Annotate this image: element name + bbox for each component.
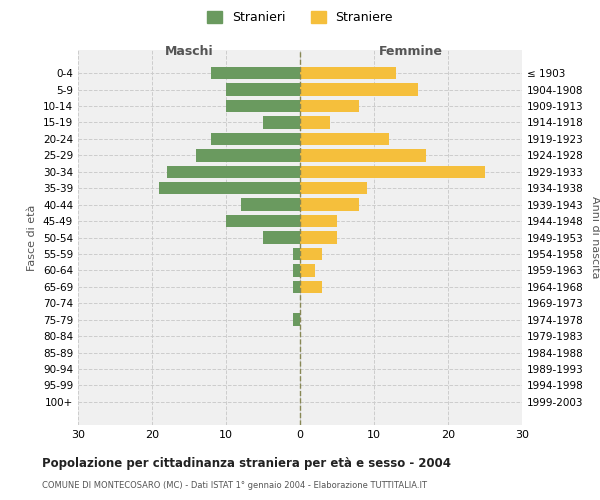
Bar	[300, 116, 329, 128]
Text: Femmine: Femmine	[379, 46, 443, 59]
Bar	[300, 84, 418, 96]
Y-axis label: Fasce di età: Fasce di età	[28, 204, 37, 270]
Text: COMUNE DI MONTECOSARO (MC) - Dati ISTAT 1° gennaio 2004 - Elaborazione TUTTITALI: COMUNE DI MONTECOSARO (MC) - Dati ISTAT …	[42, 481, 427, 490]
Bar	[226, 84, 300, 96]
Text: Popolazione per cittadinanza straniera per età e sesso - 2004: Popolazione per cittadinanza straniera p…	[42, 458, 451, 470]
Bar	[293, 280, 300, 293]
Bar	[263, 232, 300, 243]
Bar	[300, 264, 315, 276]
Bar	[300, 280, 322, 293]
Bar	[300, 232, 337, 243]
Bar	[300, 248, 322, 260]
Bar	[196, 149, 300, 162]
Bar	[300, 198, 359, 211]
Y-axis label: Anni di nascita: Anni di nascita	[590, 196, 600, 279]
Bar	[167, 166, 300, 178]
Bar	[300, 166, 485, 178]
Bar	[241, 198, 300, 211]
Bar	[263, 116, 300, 128]
Bar	[300, 100, 359, 112]
Bar	[160, 182, 300, 194]
Text: Maschi: Maschi	[164, 46, 214, 59]
Bar	[226, 100, 300, 112]
Bar	[226, 215, 300, 227]
Legend: Stranieri, Straniere: Stranieri, Straniere	[202, 6, 398, 29]
Bar	[300, 133, 389, 145]
Bar	[300, 215, 337, 227]
Bar	[300, 67, 396, 80]
Bar	[300, 182, 367, 194]
Bar	[211, 67, 300, 80]
Bar	[293, 248, 300, 260]
Bar	[211, 133, 300, 145]
Bar	[293, 264, 300, 276]
Bar	[293, 314, 300, 326]
Bar	[300, 149, 426, 162]
